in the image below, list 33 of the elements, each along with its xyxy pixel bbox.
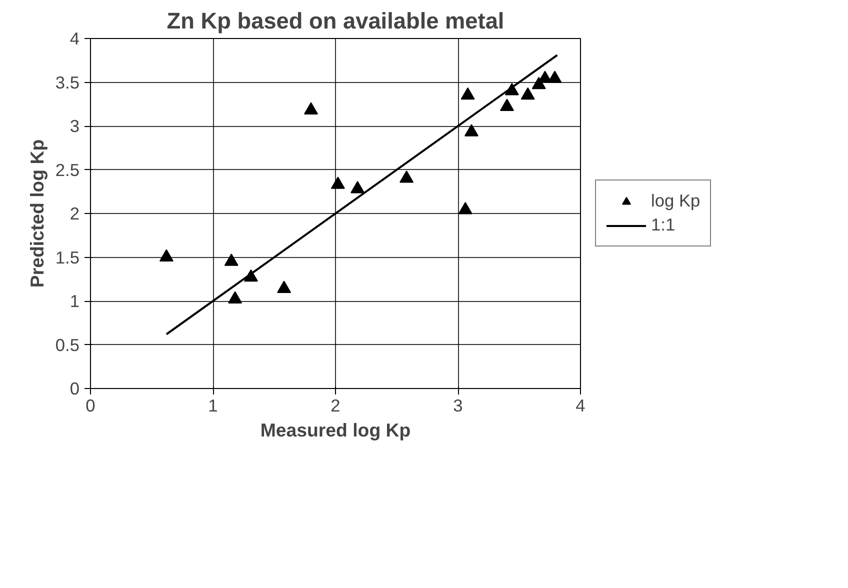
point xyxy=(159,249,174,262)
point xyxy=(548,70,562,84)
chart-title: Zn Kp based on available metal xyxy=(166,8,504,34)
y-tick-label: 4 xyxy=(70,28,80,48)
point xyxy=(277,280,292,294)
point xyxy=(520,87,535,100)
x-tick-label: 3 xyxy=(453,396,463,416)
x-tick-label: 2 xyxy=(330,396,340,416)
point xyxy=(304,102,318,115)
y-tick-label: 0.5 xyxy=(55,334,80,355)
y-tick-label: 2 xyxy=(70,204,80,224)
y-tick-label: 3.5 xyxy=(55,72,80,92)
point xyxy=(500,98,514,112)
point xyxy=(330,176,345,189)
y-axis-title: Predicted log Kp xyxy=(26,139,48,288)
point xyxy=(350,180,365,194)
legend-label: log Kp xyxy=(651,190,700,212)
x-tick-label: 4 xyxy=(576,396,586,416)
x-tick-label: 1 xyxy=(208,396,218,416)
x-tick-label: 0 xyxy=(86,396,96,416)
legend-label: 1:1 xyxy=(651,214,676,236)
point xyxy=(460,87,475,100)
y-tick-label: 1 xyxy=(70,291,80,311)
point xyxy=(464,124,478,136)
y-tick-label: 1.5 xyxy=(55,247,80,268)
point xyxy=(400,170,414,183)
y-tick-label: 0 xyxy=(70,378,80,398)
y-tick-label: 2.5 xyxy=(55,160,80,180)
point xyxy=(458,202,472,214)
y-tick-label: 3 xyxy=(70,116,80,136)
point xyxy=(228,291,242,304)
point xyxy=(224,254,238,266)
x-axis-title: Measured log Kp xyxy=(260,420,411,440)
